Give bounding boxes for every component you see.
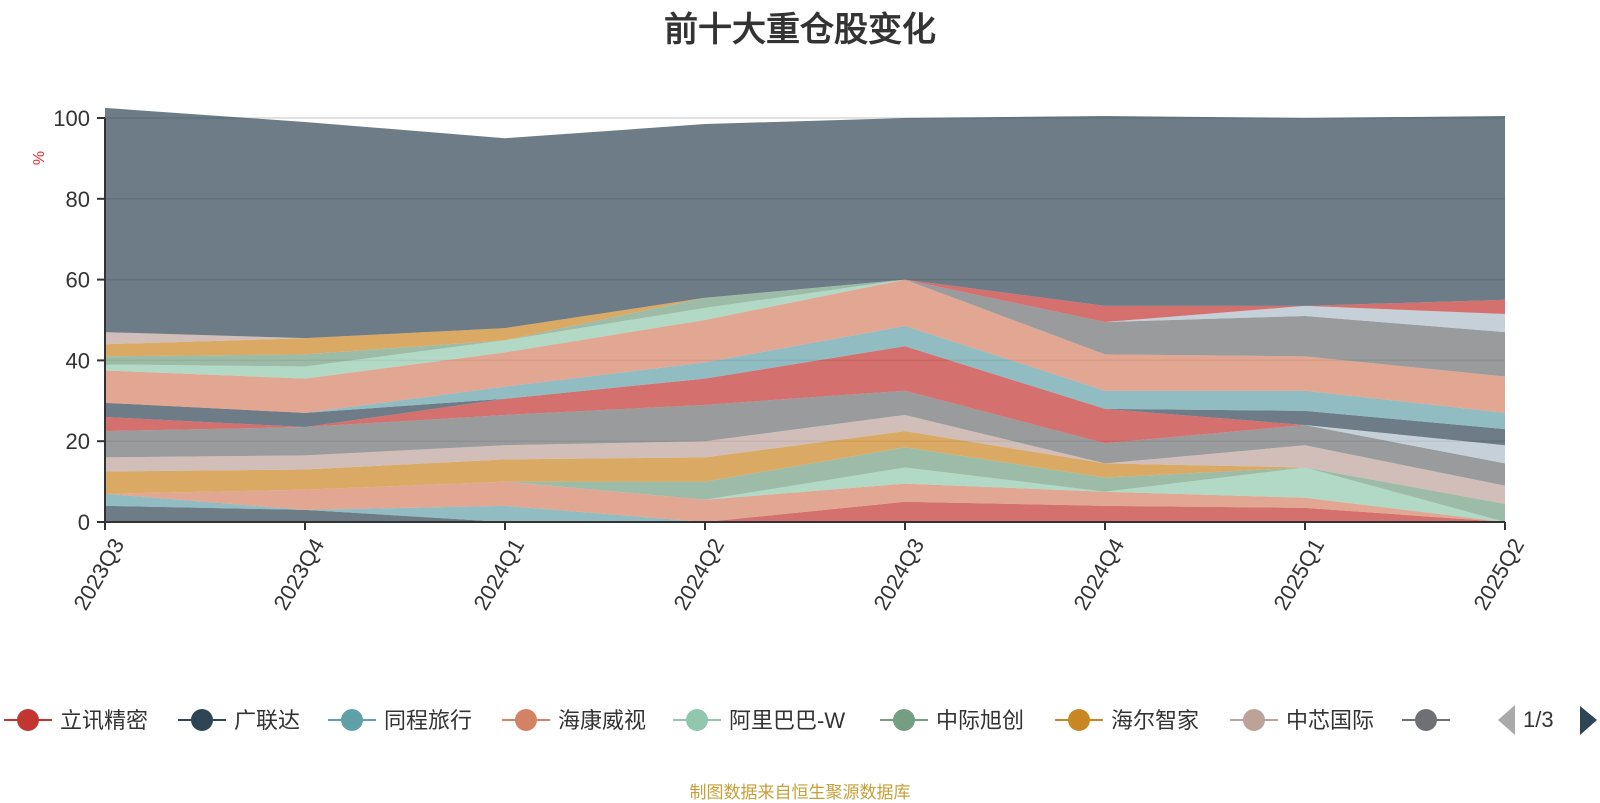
legend-marker-icon xyxy=(17,709,39,731)
area-layer-19 xyxy=(105,279,1505,377)
x-tick-label-2024Q2: 2024Q2 xyxy=(668,534,729,614)
x-tick-label-2024Q4: 2024Q4 xyxy=(1068,534,1129,614)
legend-marker-icon xyxy=(515,709,537,731)
area-layer-4 xyxy=(105,481,1505,522)
area-layer-21 xyxy=(105,279,1505,339)
legend-label: 中芯国际 xyxy=(1286,708,1374,733)
legend-marker-icon xyxy=(686,709,708,731)
area-layer-5 xyxy=(105,467,1505,522)
x-tick-label-2023Q3: 2023Q3 xyxy=(68,534,129,614)
area-series xyxy=(105,107,1505,522)
legend-prev-page-icon[interactable] xyxy=(1498,705,1515,735)
y-axis-unit-label: % xyxy=(31,151,48,165)
legend-marker-icon xyxy=(191,709,213,731)
legend-marker-icon xyxy=(893,709,915,731)
legend-next-page-icon[interactable] xyxy=(1580,706,1597,735)
area-layer-13 xyxy=(105,326,1505,430)
legend-label: 立讯精密 xyxy=(60,708,148,733)
area-layer-2 xyxy=(105,501,1505,522)
area-layer-15 xyxy=(105,279,1505,379)
legend-item[interactable]: 广联达 xyxy=(178,708,300,733)
legend-marker-icon xyxy=(1243,709,1265,731)
legend-label: 海尔智家 xyxy=(1111,708,1199,733)
legend-marker-icon xyxy=(1415,709,1437,731)
legend-item[interactable]: 中际旭创 xyxy=(880,708,1024,733)
x-tick-label-2024Q3: 2024Q3 xyxy=(868,534,929,614)
legend-item[interactable]: 阿里巴巴-W xyxy=(673,708,845,733)
chart-title: 前十大重仓股变化 xyxy=(664,11,936,49)
legend-marker-icon xyxy=(1068,709,1090,731)
x-axis-ticks: 2023Q3 2023Q4 2024Q1 2024Q2 2024Q3 2024Q4 2025… xyxy=(68,522,1529,614)
legend-item[interactable] xyxy=(1402,709,1450,731)
area-layer-22 xyxy=(105,107,1505,339)
legend-marker-icon xyxy=(341,709,363,731)
source-note: 制图数据来自恒生聚源数据库 xyxy=(689,783,911,802)
y-tick-label-80: 80 xyxy=(66,187,90,212)
axes xyxy=(104,118,1505,523)
legend-item[interactable]: 同程旅行 xyxy=(328,708,472,733)
legend-label: 海康威视 xyxy=(558,708,646,733)
area-layer-14 xyxy=(105,279,1505,413)
legend-pager: 1/3 xyxy=(1498,705,1597,735)
x-tick-label-2023Q4: 2023Q4 xyxy=(268,534,329,614)
legend-label: 阿里巴巴-W xyxy=(729,708,845,733)
y-tick-label-100: 100 xyxy=(53,106,90,131)
legend-label: 中际旭创 xyxy=(936,708,1024,733)
y-tick-label-0: 0 xyxy=(78,510,90,535)
y-axis-ticks: 0 20 40 60 80 100 xyxy=(53,106,105,535)
y-tick-label-60: 60 xyxy=(66,268,90,293)
area-layer-7 xyxy=(105,431,1505,504)
x-tick-label-2024Q1: 2024Q1 xyxy=(468,534,529,614)
area-layer-8 xyxy=(105,414,1505,504)
legend-item[interactable]: 中芯国际 xyxy=(1230,708,1374,733)
area-layer-11 xyxy=(105,346,1505,446)
legend-page-indicator: 1/3 xyxy=(1523,707,1554,732)
legend-item[interactable]: 立讯精密 xyxy=(4,708,148,733)
x-tick-label-2025Q1: 2025Q1 xyxy=(1268,534,1329,614)
area-layer-9 xyxy=(105,390,1505,486)
legend-item[interactable]: 海康威视 xyxy=(502,708,646,733)
legend-item[interactable]: 海尔智家 xyxy=(1055,708,1199,733)
legend-label: 广联达 xyxy=(234,708,300,733)
legend: 立讯精密 广联达 同程旅行 海康威视 阿里巴巴-W 中际旭创 海尔智家 中芯国际 xyxy=(4,708,1450,733)
x-tick-label-2025Q2: 2025Q2 xyxy=(1468,534,1529,614)
y-tick-label-40: 40 xyxy=(66,348,90,373)
legend-label: 同程旅行 xyxy=(384,708,472,733)
y-tick-label-20: 20 xyxy=(66,429,90,454)
area-layer-3 xyxy=(105,493,1505,522)
